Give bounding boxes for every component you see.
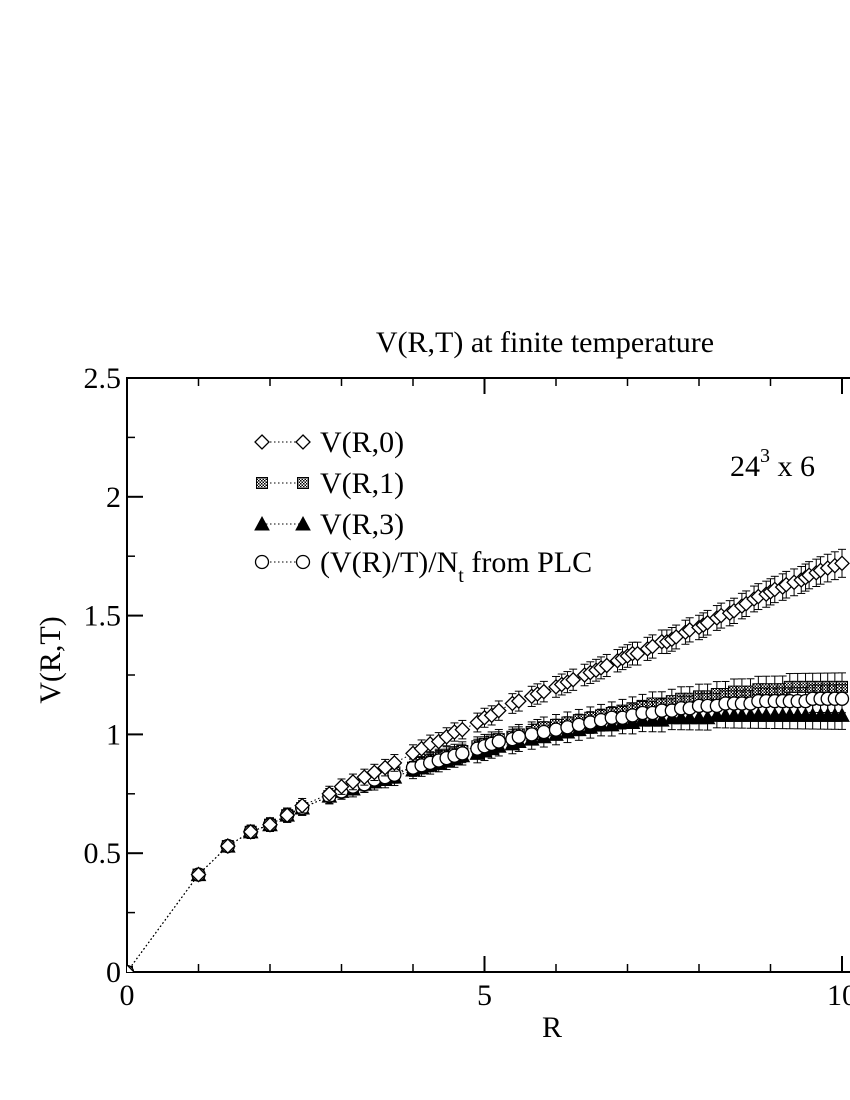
legend-entry: V(R,1): [256, 467, 404, 500]
legend-marker: [295, 515, 311, 531]
data-point: [565, 671, 582, 688]
legend-label: (V(R)/T)/Nt from PLC: [320, 546, 592, 587]
legend-label-main: V(R,3): [320, 508, 404, 541]
data-point: [491, 734, 506, 749]
series-layer: [127, 548, 850, 972]
legend-marker: [297, 477, 309, 489]
legend-marker: [295, 554, 311, 570]
data-point: [834, 707, 850, 722]
y-axis-label: V(R,T): [34, 616, 67, 703]
legend-label: V(R,1): [320, 467, 404, 500]
legend-entry: V(R,3): [254, 508, 404, 541]
legend-marker: [254, 554, 270, 570]
data-point: [279, 807, 296, 824]
legend-label-tail: from PLC: [464, 546, 592, 579]
data-point: [535, 683, 552, 700]
legend-label: V(R,3): [320, 508, 404, 541]
data-point: [571, 717, 587, 733]
legend-label: V(R,0): [320, 426, 404, 459]
data-point: [242, 823, 259, 840]
legend-entry: V(R,0): [254, 426, 404, 459]
data-point: [536, 724, 551, 740]
chart-title: V(R,T) at finite temperature: [376, 326, 714, 359]
lattice-annotation-base: 24: [730, 450, 760, 483]
data-point: [262, 816, 278, 833]
x-tick-label: 10: [827, 979, 850, 1012]
legend-label-main: (V(R)/T)/N: [320, 546, 458, 579]
series-line: [127, 562, 843, 972]
lattice-annotation: 243 x 6: [730, 445, 815, 483]
legend-label-main: V(R,1): [320, 467, 404, 500]
data-point: [386, 754, 403, 771]
y-tick-label: 2: [106, 481, 121, 514]
y-tick-label: 0: [106, 956, 121, 989]
data-point: [598, 657, 615, 674]
data-point: [321, 785, 338, 802]
legend-label-main: V(R,0): [320, 426, 404, 459]
y-tick-label: 1: [106, 718, 121, 751]
legend: V(R,0) V(R,1) V(R,3) (V(R)/T)/Nt from PLC: [254, 426, 592, 587]
lattice-annotation-sup: 3: [760, 445, 770, 467]
data-point: [560, 720, 575, 735]
data-point: [127, 964, 135, 972]
data-point: [366, 764, 383, 781]
data-point: [524, 727, 539, 742]
data-point: [219, 838, 236, 854]
x-tick-label: 5: [477, 979, 492, 1012]
series-circle-open: [127, 684, 850, 972]
data-point: [834, 555, 850, 572]
axes: 0 5 10 0 0.5 1 1.5 2 2.5: [84, 362, 850, 1012]
series-line: [127, 686, 842, 972]
y-tick-label: 0.5: [84, 837, 122, 870]
data-point: [454, 721, 471, 738]
legend-marker: [254, 515, 270, 531]
legend-entry: (V(R)/T)/Nt from PLC: [254, 546, 592, 587]
data-point: [333, 778, 350, 795]
data-point: [510, 693, 527, 710]
legend-marker: [256, 477, 268, 489]
legend-marker: [254, 434, 270, 450]
y-tick-label: 2.5: [84, 362, 122, 395]
series-diamond-open: [127, 548, 850, 972]
lattice-annotation-rest: x 6: [770, 450, 815, 483]
data-point: [490, 702, 507, 719]
data-point: [548, 722, 564, 737]
data-point: [511, 729, 526, 744]
data-point: [834, 691, 850, 706]
data-point: [455, 746, 470, 761]
y-tick-label: 1.5: [84, 600, 122, 633]
x-tick-label: 0: [120, 979, 135, 1012]
data-point: [294, 797, 311, 814]
legend-marker: [295, 434, 311, 450]
x-axis-label: R: [542, 1011, 562, 1044]
data-point: [345, 774, 361, 790]
data-point: [190, 866, 207, 883]
legend-label-sub: t: [458, 565, 464, 587]
